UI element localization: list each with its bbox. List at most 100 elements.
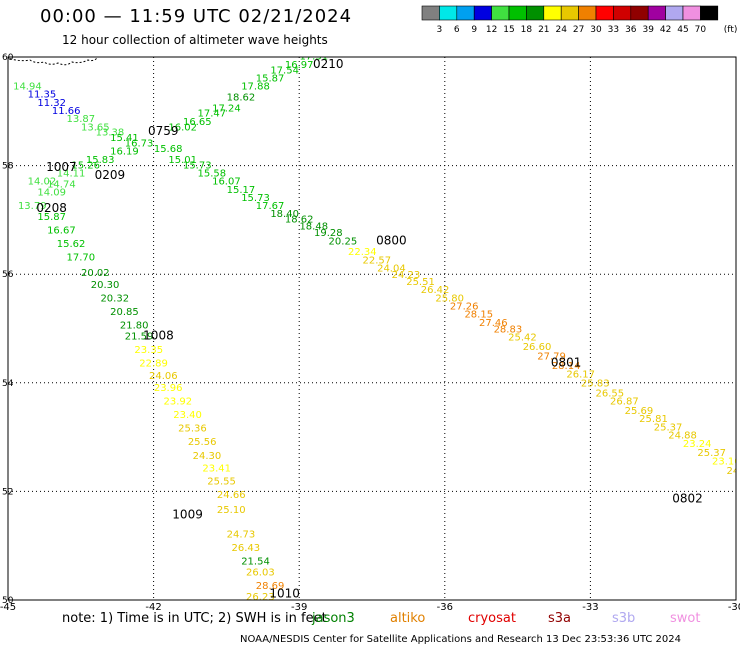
- wave-height-label: 25.69: [625, 406, 654, 417]
- lat-tick-label: 52: [2, 487, 13, 497]
- wave-height-label: 18.62: [285, 215, 314, 226]
- wave-height-label: 23.41: [202, 463, 231, 474]
- wave-height-label: 14.94: [13, 82, 42, 93]
- wave-height-label: 16.07: [212, 177, 241, 188]
- wave-height-label: 25.10: [217, 505, 246, 516]
- wave-height-label: 25.37: [697, 448, 726, 459]
- wave-height-label: 15.73: [241, 193, 270, 204]
- pass-time-label: 0209: [95, 168, 126, 182]
- colorbar-tick-label: 18: [521, 25, 533, 35]
- wave-height-label: 25.51: [406, 277, 435, 288]
- wave-height-label: 17.54: [270, 65, 299, 76]
- wave-height-label: 17.24: [212, 103, 241, 114]
- wave-height-label: 20.32: [100, 293, 129, 304]
- wave-height-label: 15.87: [256, 73, 285, 84]
- colorbar-tick-label: 39: [642, 25, 654, 35]
- wave-height-label: 25.36: [178, 424, 207, 435]
- colorbar-tick-label: 70: [695, 25, 707, 35]
- wave-height-label: 25.56: [188, 437, 217, 448]
- wave-height-label: 15.58: [198, 168, 227, 179]
- wave-height-label: 24.23: [392, 270, 421, 281]
- lat-tick-label: 56: [2, 270, 14, 280]
- wave-height-label: 15.73: [183, 160, 212, 171]
- colorbar-tick-label: 36: [625, 25, 637, 35]
- wave-height-label: 14.09: [37, 187, 66, 198]
- pass-time-label: 0800: [376, 233, 407, 247]
- wave-height-label: 16.19: [110, 147, 139, 158]
- lat-tick-label: 58: [2, 162, 14, 172]
- wave-height-label: 23.92: [164, 397, 193, 408]
- wave-height-label: 26.55: [595, 388, 624, 399]
- wave-height-label: 13.65: [81, 122, 110, 133]
- wave-height-label: 25.37: [654, 423, 683, 434]
- wave-height-label: 27.79: [537, 351, 566, 362]
- wave-height-label: 15.68: [154, 144, 183, 155]
- wave-height-label: 25.81: [639, 414, 668, 425]
- legend-swot: swot: [670, 611, 701, 626]
- wave-height-label: 18.48: [299, 222, 328, 233]
- wave-height-label: 24.63: [727, 466, 740, 477]
- wave-height-label: 28.83: [494, 324, 523, 335]
- wave-height-label: 26.23: [246, 592, 275, 603]
- wave-height-label: 22.89: [139, 359, 168, 370]
- wave-height-label: 28.14: [552, 361, 581, 372]
- pass-time-label: 1007: [46, 160, 77, 174]
- lon-tick-label: -36: [437, 602, 453, 610]
- pass-time-label: 1009: [172, 508, 203, 522]
- wave-height-map: 14.9411.3511.3211.6613.8713.6513.3815.41…: [0, 53, 740, 610]
- wave-height-label: 26.60: [523, 342, 552, 353]
- coastline: [8, 57, 99, 66]
- lat-tick-label: 50: [2, 596, 14, 606]
- colorbar-tick-label: 9: [471, 25, 477, 35]
- credit-line: NOAA/NESDIS Center for Satellite Applica…: [240, 634, 682, 645]
- colorbar-tick-label: 3: [437, 25, 443, 35]
- wave-height-label: 23.35: [134, 345, 163, 356]
- pass-time-label: 0759: [148, 124, 179, 138]
- wave-height-label: 13.38: [96, 128, 125, 139]
- wave-height-label: 11.66: [52, 106, 81, 117]
- wave-height-label: 23.96: [154, 383, 183, 394]
- wave-height-label: 27.46: [479, 318, 508, 329]
- wave-height-label: 27.26: [450, 301, 479, 312]
- colorbar-tick-label: 33: [608, 25, 619, 35]
- wave-height-label: 13.87: [66, 114, 95, 125]
- wave-height-label: 15.62: [57, 239, 86, 250]
- wave-height-label: 14.11: [57, 168, 86, 179]
- wave-height-label: 18.62: [227, 92, 256, 103]
- wave-height-label: 24.30: [193, 451, 222, 462]
- wave-height-label: 24.06: [149, 371, 178, 382]
- wave-height-label: 20.02: [81, 268, 110, 279]
- colorbar-tick-label: 21: [538, 25, 549, 35]
- pass-time-label: 1010: [269, 586, 300, 600]
- wave-height-label: 13.79: [18, 201, 47, 212]
- colorbar-tick-label: 30: [590, 25, 602, 35]
- wave-height-label: 26.03: [246, 568, 275, 579]
- wave-height-label: 15.41: [110, 133, 139, 144]
- colorbar-tick-label: 12: [486, 25, 497, 35]
- legend-s3b: s3b: [612, 611, 636, 626]
- lon-tick-label: -33: [582, 602, 598, 610]
- map-content: 14.9411.3511.3211.6613.8713.6513.3815.41…: [8, 57, 740, 603]
- colorbar-tick-label: 24: [555, 25, 567, 35]
- wave-height-label: 28.69: [256, 581, 285, 592]
- wave-height-label: 23.40: [173, 410, 202, 421]
- wave-height-label: 25.55: [207, 476, 236, 487]
- wave-height-label: 24.73: [227, 530, 256, 541]
- map-frame: [7, 56, 737, 601]
- colorbar-tick-label: 42: [660, 25, 671, 35]
- wave-height-label: 15.26: [71, 160, 100, 171]
- colorbar-swatch: [700, 5, 719, 21]
- note-text: note: 1) Time is in UTC; 2) SWH is in fe…: [62, 611, 327, 626]
- pass-time-label: 0801: [551, 356, 582, 370]
- wave-height-label: 26.87: [610, 397, 639, 408]
- wave-height-label: 18.40: [270, 209, 299, 220]
- wave-height-label: 26.17: [566, 369, 595, 380]
- lat-tick-label: 54: [2, 379, 14, 389]
- map-title: 00:00 — 11:59 UTC 02/21/2024: [40, 6, 353, 27]
- wave-height-label: 15.17: [227, 185, 256, 196]
- wave-height-label: 24.04: [377, 263, 406, 274]
- legend-s3a: s3a: [548, 611, 572, 626]
- wave-height-label: 21.59: [125, 331, 154, 342]
- wave-height-label: 21.80: [120, 321, 149, 332]
